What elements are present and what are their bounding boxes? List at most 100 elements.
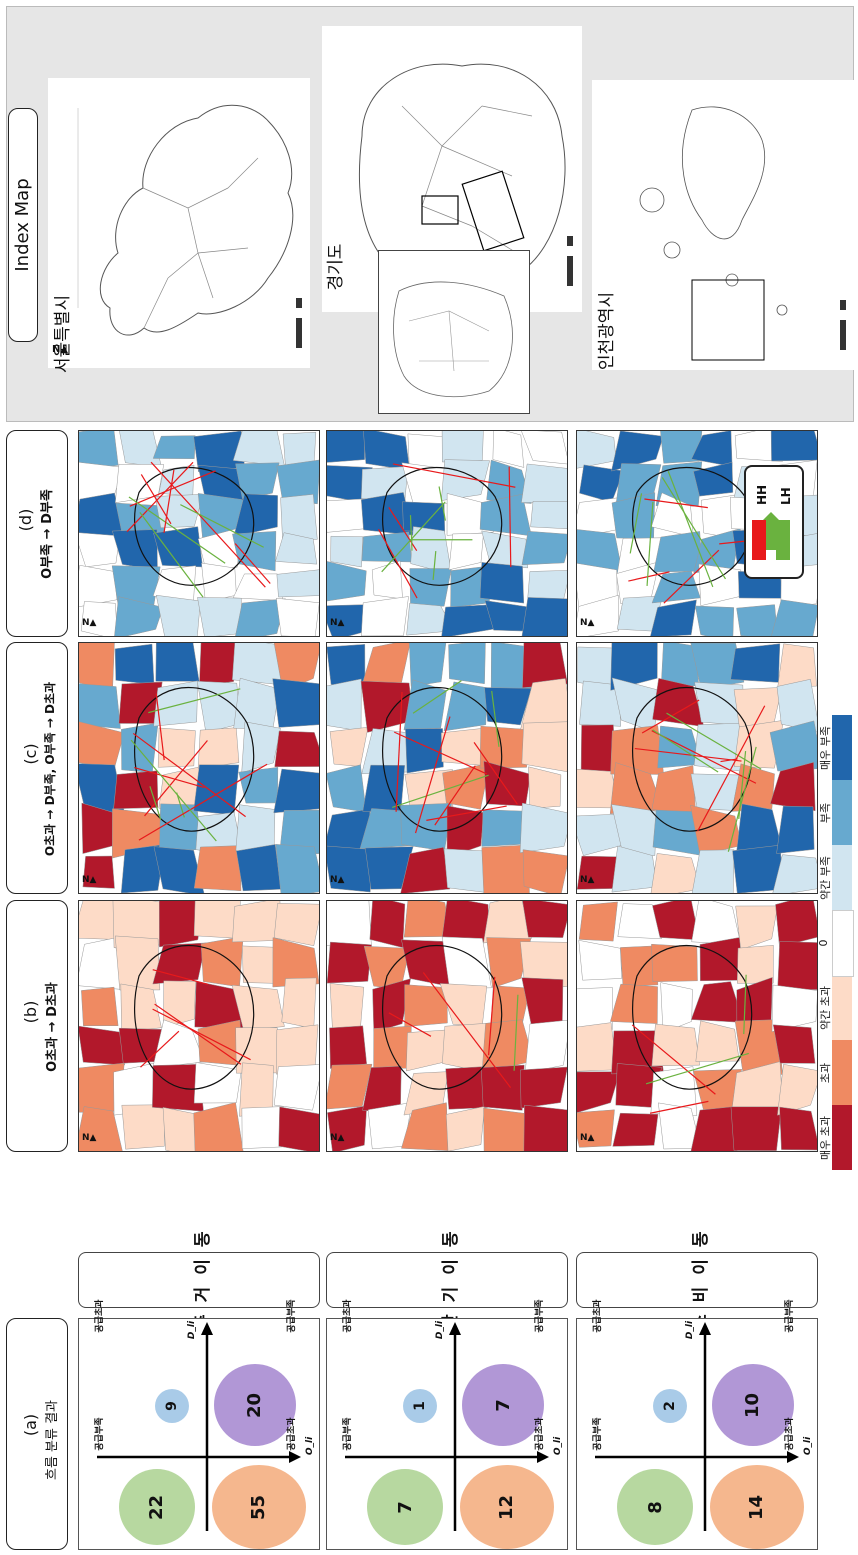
region-polygon bbox=[279, 1107, 319, 1151]
lh-label: LH bbox=[779, 485, 793, 505]
region-polygon bbox=[731, 1107, 782, 1151]
region-polygon bbox=[442, 937, 491, 989]
north-arrow-icon: N▲ bbox=[580, 875, 594, 885]
choropleth-svg bbox=[327, 901, 567, 1151]
quadrant-circle-top-left: 2 bbox=[653, 1389, 687, 1423]
region-polygon bbox=[114, 597, 163, 636]
region-polygon bbox=[654, 531, 703, 572]
region-polygon bbox=[521, 464, 567, 503]
flow-map-c-row1: N▲ bbox=[326, 642, 568, 894]
header-b: (b) O초과 → D초과 bbox=[6, 900, 68, 1152]
header-b-letter: (b) bbox=[21, 887, 43, 1137]
region-polygon bbox=[327, 901, 372, 948]
lh-arrow-icon bbox=[776, 520, 790, 560]
gyeonggi-zoom-inset bbox=[378, 250, 530, 414]
region-polygon bbox=[197, 597, 242, 636]
region-polygon bbox=[652, 1024, 700, 1066]
region-polygon bbox=[327, 1106, 366, 1151]
region-polygon bbox=[122, 1105, 165, 1149]
region-polygon bbox=[81, 987, 118, 1026]
region-polygon bbox=[198, 728, 239, 769]
legend-label: 초과 bbox=[817, 1038, 833, 1108]
quadrant-label-bottom-left: 공급부족 bbox=[340, 1404, 354, 1464]
hh-arrow-icon bbox=[752, 520, 766, 560]
region-polygon bbox=[273, 679, 319, 728]
region-polygon bbox=[520, 803, 567, 853]
region-polygon bbox=[361, 597, 408, 636]
region-polygon bbox=[194, 765, 239, 815]
quadrant-label-top-right: 공급부족 bbox=[532, 1286, 546, 1346]
region-polygon bbox=[118, 431, 161, 467]
region-polygon bbox=[282, 978, 317, 1029]
north-arrow-icon: N▲ bbox=[52, 344, 68, 355]
header-a-letter: (a) bbox=[21, 1310, 43, 1540]
quadrant-circle-bottom-right: 14 bbox=[710, 1465, 804, 1549]
header-a-title: 흐름 분류 결과 bbox=[41, 1325, 63, 1555]
incheon-label: 인천광역시 bbox=[592, 286, 614, 376]
region-polygon bbox=[579, 902, 617, 941]
north-arrow-icon: N▲ bbox=[580, 618, 594, 628]
region-polygon bbox=[770, 600, 817, 636]
axis-label-o: O_li bbox=[305, 1431, 319, 1461]
region-polygon bbox=[449, 533, 484, 570]
quadrant-circle-top-left: 9 bbox=[155, 1389, 189, 1423]
quadrant-circle-bottom-left: 7 bbox=[367, 1469, 443, 1545]
axis-label-o: O_li bbox=[553, 1431, 567, 1461]
legend-swatch bbox=[832, 845, 852, 910]
legend-swatch bbox=[832, 1105, 852, 1170]
region-polygon bbox=[276, 598, 319, 636]
flow-map-c-row0: N▲ bbox=[78, 642, 320, 894]
north-arrow-icon: N▲ bbox=[330, 875, 344, 885]
north-arrow-icon: N▲ bbox=[330, 618, 344, 628]
region-polygon bbox=[525, 1020, 567, 1073]
header-b-title: O초과 → D초과 bbox=[41, 902, 63, 1152]
region-polygon bbox=[522, 901, 567, 938]
region-polygon bbox=[153, 436, 195, 459]
region-polygon bbox=[201, 937, 243, 987]
header-d: (d) O부족 → D부족 bbox=[6, 430, 68, 637]
flow-map-b-row1: N▲ bbox=[326, 900, 568, 1152]
region-polygon bbox=[484, 761, 531, 806]
index-map-title-box: Index Map bbox=[8, 108, 38, 342]
region-polygon bbox=[79, 1026, 125, 1065]
north-arrow-icon: N▲ bbox=[82, 1133, 96, 1143]
quadrant-label-bottom-right: 공급초과 bbox=[782, 1404, 796, 1464]
region-polygon bbox=[651, 944, 697, 982]
region-polygon bbox=[329, 1026, 366, 1069]
region-polygon bbox=[778, 941, 817, 989]
region-polygon bbox=[242, 1107, 283, 1149]
incheon-map: 인천광역시 bbox=[592, 80, 854, 370]
region-polygon bbox=[524, 1105, 567, 1151]
region-polygon bbox=[480, 562, 524, 603]
region-polygon bbox=[405, 728, 443, 773]
region-polygon bbox=[275, 731, 319, 767]
quadrant-label-bottom-left: 공급부족 bbox=[590, 1404, 604, 1464]
region-polygon bbox=[446, 1106, 484, 1151]
region-polygon bbox=[731, 644, 780, 683]
flow-map-d-row0: N▲ bbox=[78, 430, 320, 637]
region-polygon bbox=[362, 643, 411, 684]
flow-map-d-row1: N▲ bbox=[326, 430, 568, 637]
region-polygon bbox=[372, 561, 402, 599]
region-polygon bbox=[522, 531, 567, 565]
region-polygon bbox=[692, 901, 741, 945]
choropleth-svg bbox=[327, 643, 567, 893]
region-polygon bbox=[112, 530, 157, 571]
region-polygon bbox=[613, 1113, 658, 1146]
region-polygon bbox=[692, 850, 734, 893]
region-polygon bbox=[276, 844, 319, 893]
region-polygon bbox=[233, 574, 283, 601]
region-polygon bbox=[402, 502, 444, 532]
region-polygon bbox=[736, 906, 778, 950]
choropleth-svg bbox=[79, 901, 319, 1151]
quadrant-circle-bottom-left: 22 bbox=[119, 1469, 195, 1545]
axis-label-d: D_li bbox=[435, 1315, 449, 1345]
north-arrow-icon: N▲ bbox=[82, 618, 96, 628]
region-polygon bbox=[737, 605, 778, 636]
region-polygon bbox=[773, 1025, 815, 1064]
region-polygon bbox=[239, 767, 278, 803]
region-polygon bbox=[121, 984, 162, 1032]
region-polygon bbox=[194, 846, 241, 891]
region-polygon bbox=[695, 606, 733, 636]
region-polygon bbox=[523, 850, 567, 893]
